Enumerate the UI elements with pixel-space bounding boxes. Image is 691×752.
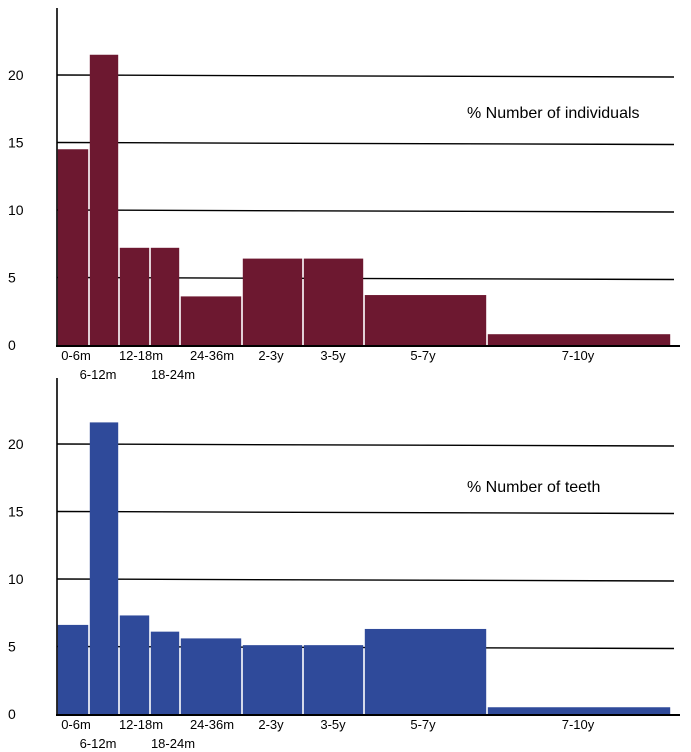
gridline-20 — [56, 74, 675, 78]
x-tick-label: 2-3y — [258, 348, 284, 363]
bar-0-6m — [57, 624, 89, 714]
bar-0-6m — [57, 149, 89, 345]
x-tick-label: 18-24m — [151, 367, 195, 382]
x-tick-label: 12-18m — [119, 717, 163, 732]
x-tick-label: 6-12m — [80, 367, 117, 382]
x-tick-label: 5-7y — [410, 717, 436, 732]
bar-2-3y — [242, 258, 303, 345]
bar-18-24m — [150, 247, 180, 345]
bar-6-12m — [89, 422, 119, 714]
x-tick-label: 2-3y — [258, 717, 284, 732]
x-tick-label: 3-5y — [320, 717, 346, 732]
gridline-10 — [56, 578, 675, 582]
y-tick-label: 5 — [8, 639, 16, 655]
y-tick-label: 10 — [8, 571, 24, 587]
y-tick-label: 0 — [8, 337, 16, 353]
bar-7-10y — [487, 334, 671, 345]
x-tick-label: 6-12m — [80, 736, 117, 751]
y-tick-label: 5 — [8, 270, 16, 286]
bar-5-7y — [364, 295, 487, 345]
x-tick-label: 24-36m — [190, 717, 234, 732]
y-tick-label: 10 — [8, 202, 24, 218]
x-tick-label: 5-7y — [410, 348, 436, 363]
bar-12-18m — [119, 247, 150, 345]
y-tick-label: 20 — [8, 67, 24, 83]
gridline-5 — [56, 276, 675, 281]
gridline-20 — [56, 443, 675, 447]
bar-5-7y — [364, 628, 487, 714]
chart-annotation: % Number of individuals — [467, 105, 640, 122]
x-tick-label: 0-6m — [61, 717, 91, 732]
gridline-10 — [56, 209, 675, 213]
bar-2-3y — [242, 645, 303, 714]
y-tick-label: 20 — [8, 436, 24, 452]
bar-24-36m — [180, 638, 242, 714]
x-tick-label: 7-10y — [562, 717, 595, 732]
x-tick-label: 24-36m — [190, 348, 234, 363]
y-tick-label: 15 — [8, 504, 24, 520]
x-tick-label: 12-18m — [119, 348, 163, 363]
bar-7-10y — [487, 707, 671, 714]
x-tick-label: 18-24m — [151, 736, 195, 751]
bar-3-5y — [303, 645, 364, 714]
y-tick-label: 15 — [8, 135, 24, 151]
x-tick-label: 3-5y — [320, 348, 346, 363]
x-tick-label: 0-6m — [61, 348, 91, 363]
bar-24-36m — [180, 296, 242, 345]
bar-6-12m — [89, 54, 119, 345]
bar-18-24m — [150, 631, 180, 714]
bar-3-5y — [303, 258, 364, 345]
bar-12-18m — [119, 615, 150, 714]
gridline-15 — [56, 141, 675, 146]
gridline-15 — [56, 510, 675, 515]
chart-annotation: % Number of teeth — [467, 479, 600, 496]
x-tick-label: 7-10y — [562, 348, 595, 363]
y-tick-label: 0 — [8, 706, 16, 722]
